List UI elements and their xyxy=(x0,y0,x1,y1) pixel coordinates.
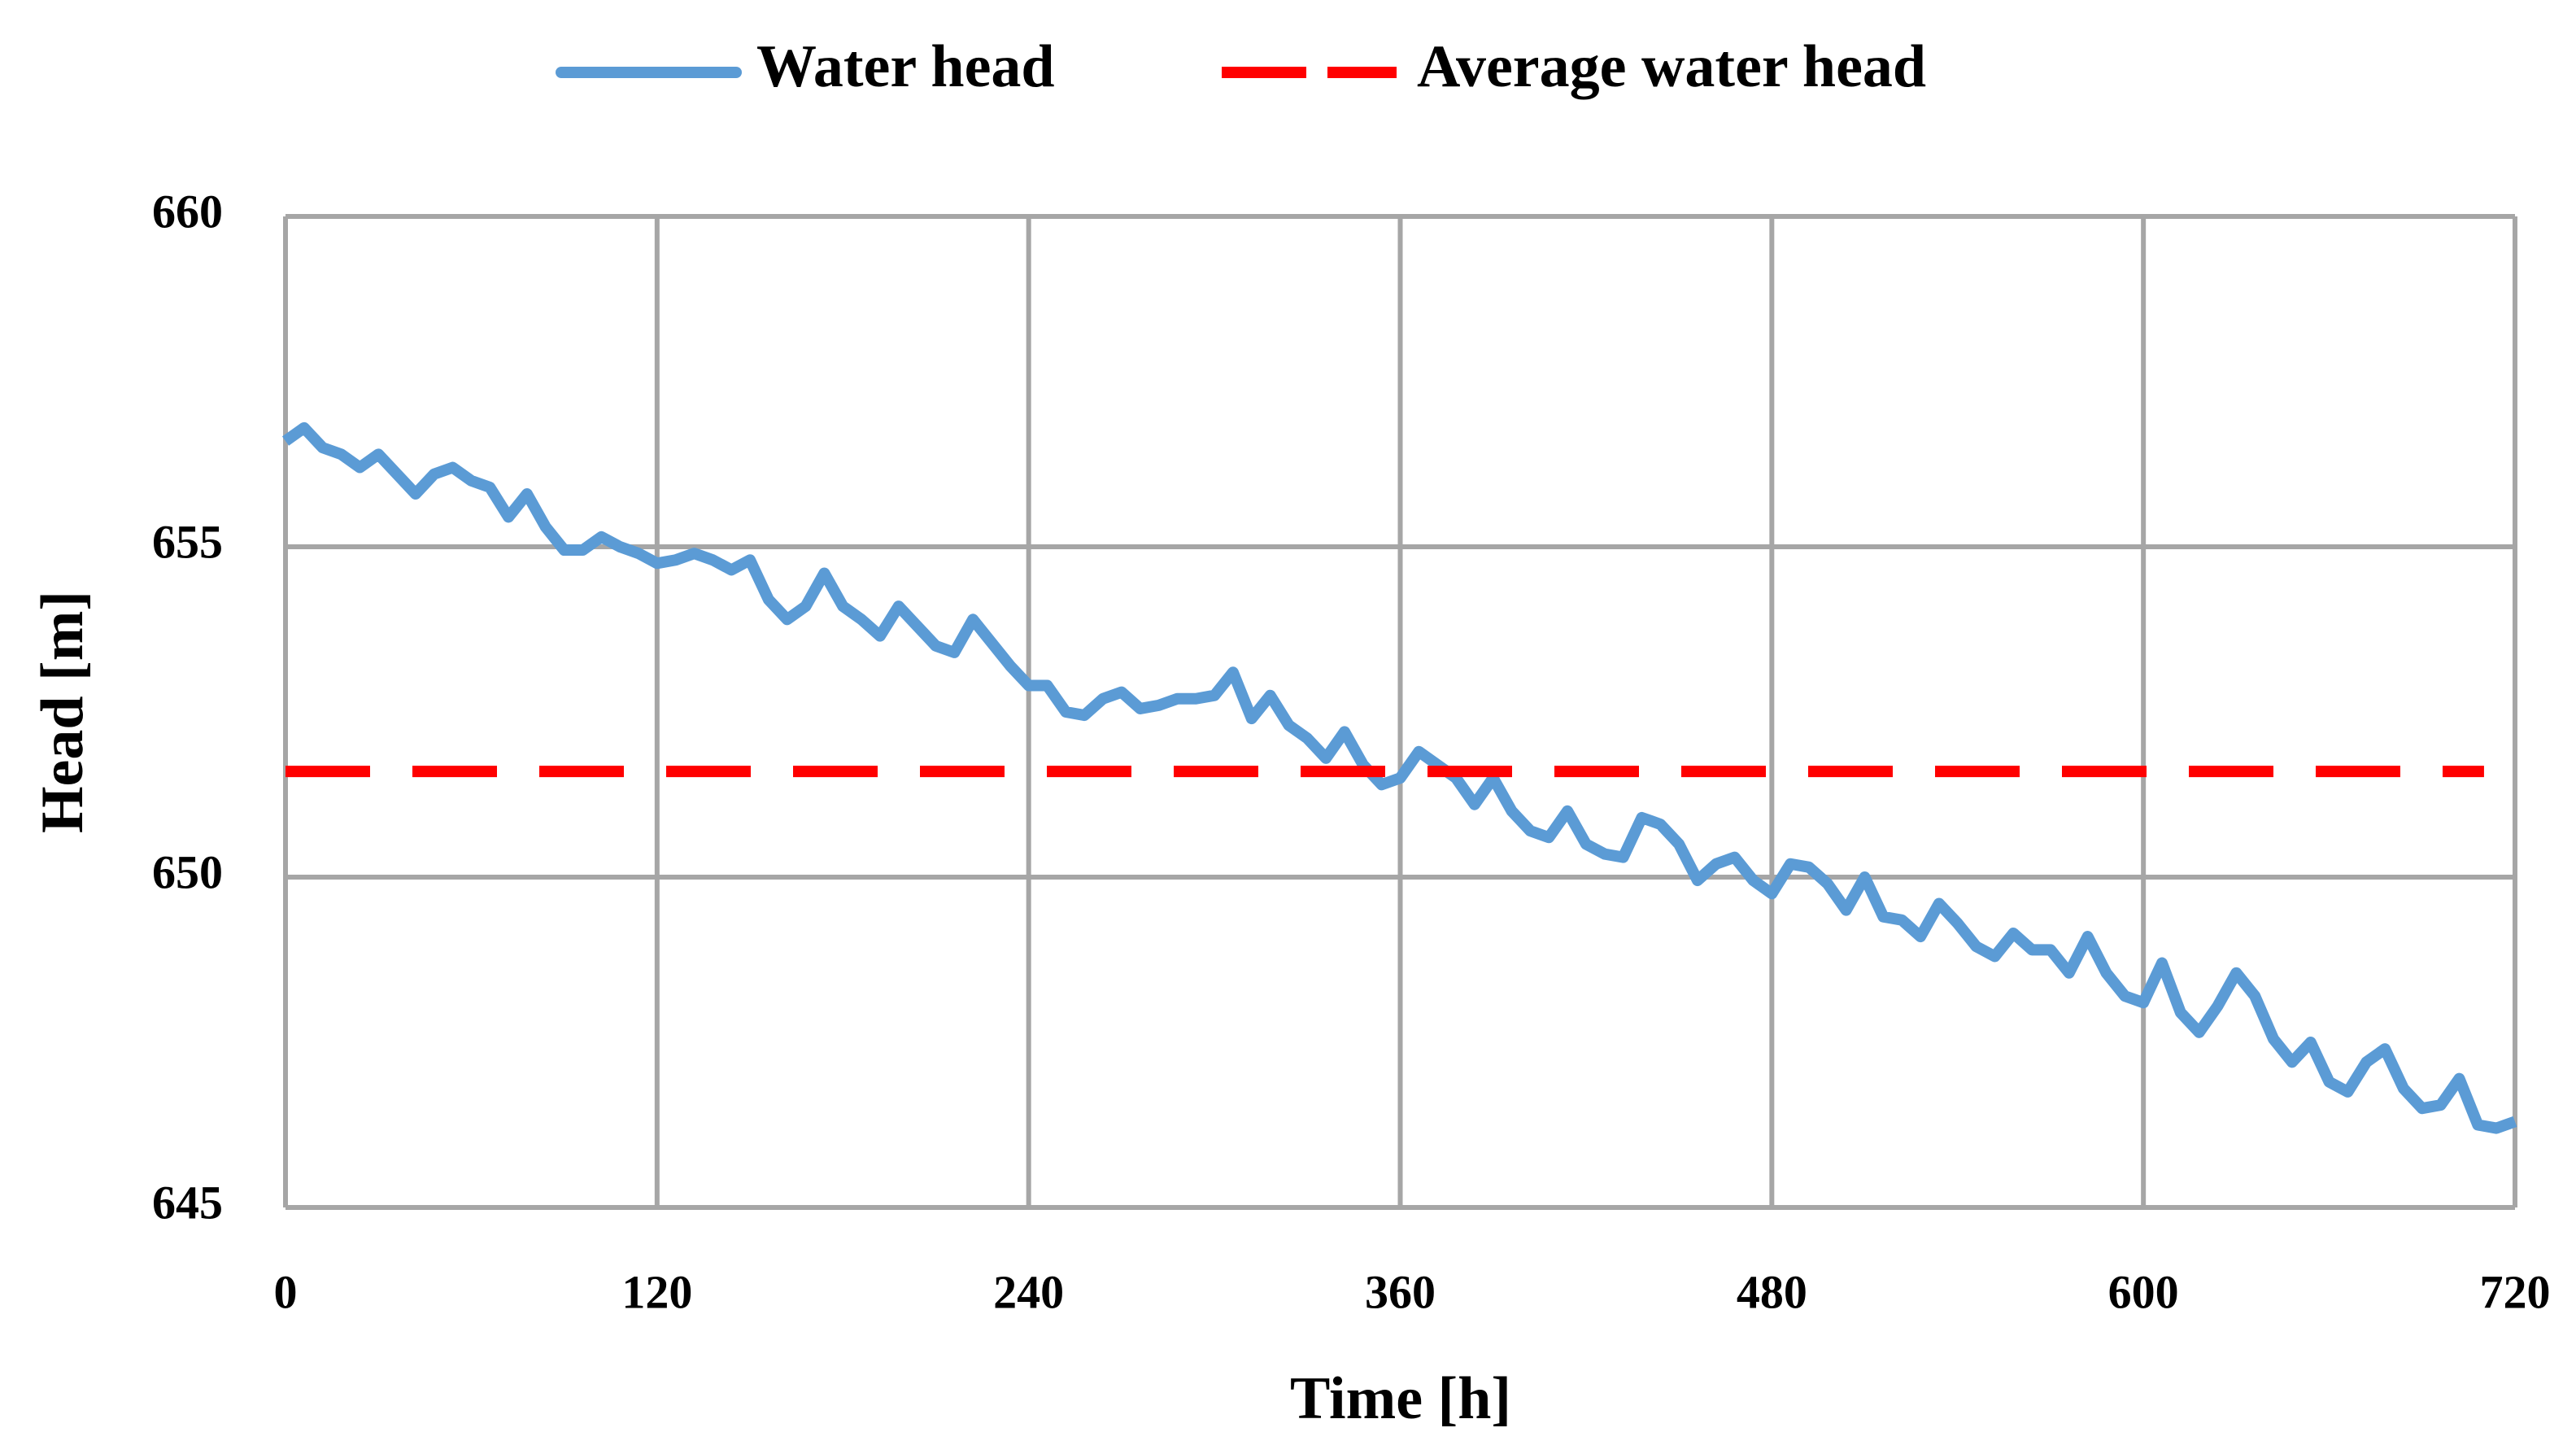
y-tick-label: 655 xyxy=(152,515,223,568)
x-tick-label: 720 xyxy=(2480,1265,2551,1318)
data-line xyxy=(281,421,2517,1134)
x-tick-label: 0 xyxy=(274,1265,298,1318)
y-tick-label: 650 xyxy=(152,845,223,898)
legend-label: Average water head xyxy=(1417,33,1926,100)
x-axis-title: Time [h] xyxy=(1290,1365,1511,1432)
y-tick-label: 645 xyxy=(152,1176,223,1229)
legend-label: Water head xyxy=(756,33,1055,100)
x-tick-label: 240 xyxy=(993,1265,1064,1318)
y-tick-label: 660 xyxy=(152,185,223,238)
y-axis-title: Head [m] xyxy=(29,591,96,833)
x-tick-label: 360 xyxy=(1365,1265,1436,1318)
x-tick-label: 600 xyxy=(2108,1265,2179,1318)
x-tick-label: 480 xyxy=(1737,1265,1807,1318)
x-tick-label: 120 xyxy=(621,1265,692,1318)
